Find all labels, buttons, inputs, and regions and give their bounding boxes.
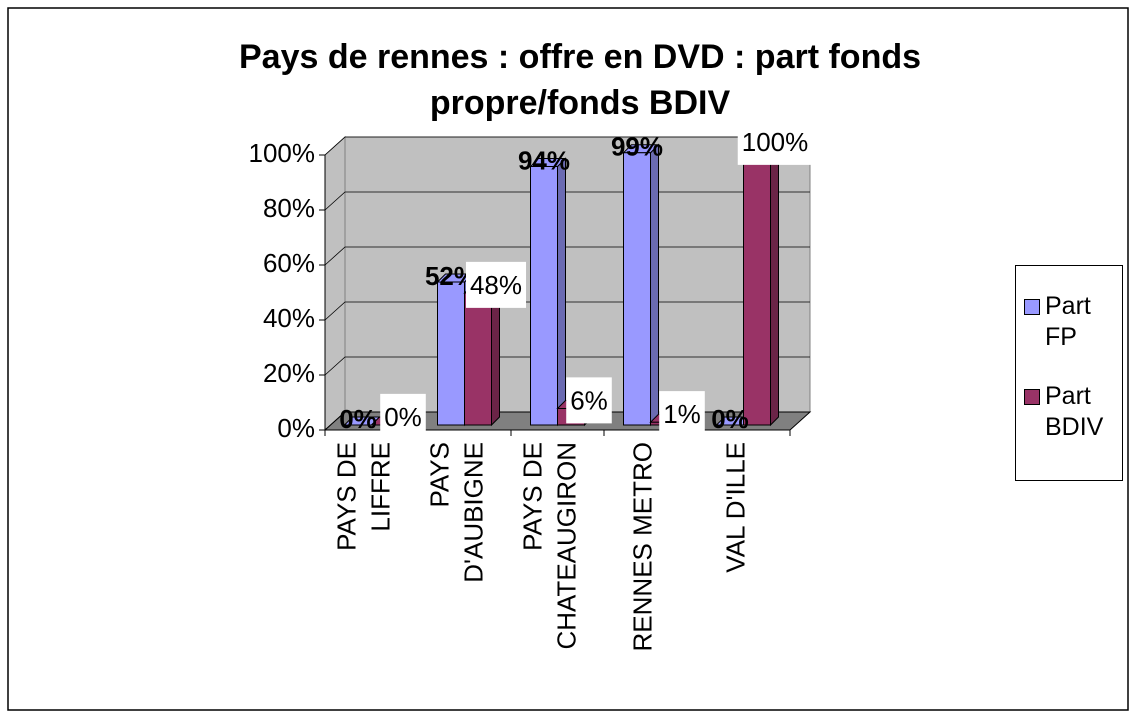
data-label: 0% (711, 404, 749, 434)
bar (623, 152, 651, 426)
data-label-bg (737, 118, 813, 165)
legend-item: Part BDIV (1024, 381, 1105, 443)
data-label: 6% (570, 385, 608, 415)
legend: Part FP Part BDIV (1015, 265, 1123, 481)
data-label: 1% (663, 399, 701, 429)
bar (437, 281, 465, 426)
y-tick-label: 20% (263, 358, 315, 388)
data-label-bg (380, 393, 426, 440)
side-wall (324, 135, 346, 432)
data-label-box: 1% (659, 391, 705, 438)
data-label-box: 0% (380, 393, 426, 440)
legend-swatch (1024, 299, 1040, 315)
y-tick-label: 100% (249, 138, 316, 168)
bar-side (650, 143, 659, 427)
x-tick-label: RENNES METRO (627, 442, 657, 651)
y-tick-label: 40% (263, 303, 315, 333)
data-label-box: 6% (566, 377, 612, 424)
data-label: 94% (518, 145, 570, 175)
data-label-bg (659, 391, 705, 438)
data-label-bg (465, 261, 527, 308)
legend-label: Part BDIV (1045, 382, 1104, 441)
legend-swatch (1024, 389, 1040, 405)
chart-title: Pays de rennes : offre en DVD : part fon… (238, 38, 922, 122)
legend-label: Part FP (1045, 292, 1091, 351)
back-wall (344, 136, 811, 413)
data-label: 99% (611, 132, 663, 162)
bar (530, 166, 558, 426)
x-tick-label: D'AUBIGNE (458, 442, 488, 583)
data-label-bg (566, 377, 612, 424)
data-label: 0% (339, 404, 377, 434)
grid-line (324, 136, 810, 156)
data-label-box: 100% (737, 118, 813, 165)
y-tick-label: 60% (263, 248, 315, 278)
data-label: 100% (742, 127, 809, 157)
bar (464, 292, 492, 426)
data-label: 48% (470, 270, 522, 300)
chart-border (7, 7, 1129, 711)
x-tick-label: CHATEAUGIRON (551, 442, 581, 650)
data-label: 0% (384, 402, 422, 432)
x-tick-label: LIFFRE (365, 442, 395, 532)
x-tick-label: PAYS DE (517, 442, 547, 551)
data-label-box: 48% (465, 261, 527, 308)
legend-item: Part FP (1024, 291, 1105, 353)
x-tick-label: PAYS (424, 442, 454, 508)
bar (743, 149, 771, 426)
bar-side (557, 157, 566, 427)
x-tick-label: VAL D'ILLE (720, 442, 750, 573)
y-tick-label: 80% (263, 193, 315, 223)
bar-side (770, 140, 779, 427)
y-tick-label: 0% (277, 413, 315, 443)
x-tick-label: PAYS DE (331, 442, 361, 551)
